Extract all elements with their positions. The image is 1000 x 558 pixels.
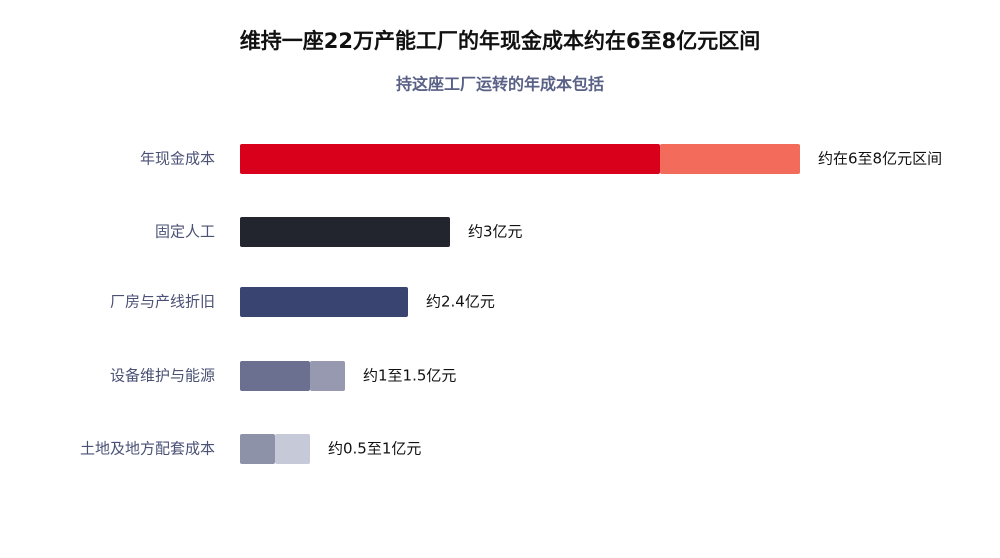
value-label: 约在6至8亿元区间: [818, 150, 942, 168]
range-bar: [660, 144, 800, 174]
bar: [240, 144, 660, 174]
value-label: 约2.4亿元: [426, 293, 495, 311]
chart-subtitle: 持这座工厂运转的年成本包括: [396, 75, 604, 94]
range-bar: [310, 361, 345, 391]
value-label: 约1至1.5亿元: [363, 367, 456, 385]
bar: [240, 361, 310, 391]
bar: [240, 287, 408, 317]
value-label: 约3亿元: [468, 223, 523, 241]
bar: [240, 434, 275, 464]
category-label: 厂房与产线折旧: [110, 293, 215, 311]
range-bar: [275, 434, 310, 464]
value-label: 约0.5至1亿元: [328, 440, 421, 458]
category-label: 土地及地方配套成本: [80, 440, 215, 458]
chart-title: 维持一座22万产能工厂的年现金成本约在6至8亿元区间: [240, 29, 760, 53]
category-label: 固定人工: [155, 223, 215, 241]
bar: [240, 217, 450, 247]
category-label: 年现金成本: [140, 150, 215, 168]
category-label: 设备维护与能源: [110, 367, 215, 385]
